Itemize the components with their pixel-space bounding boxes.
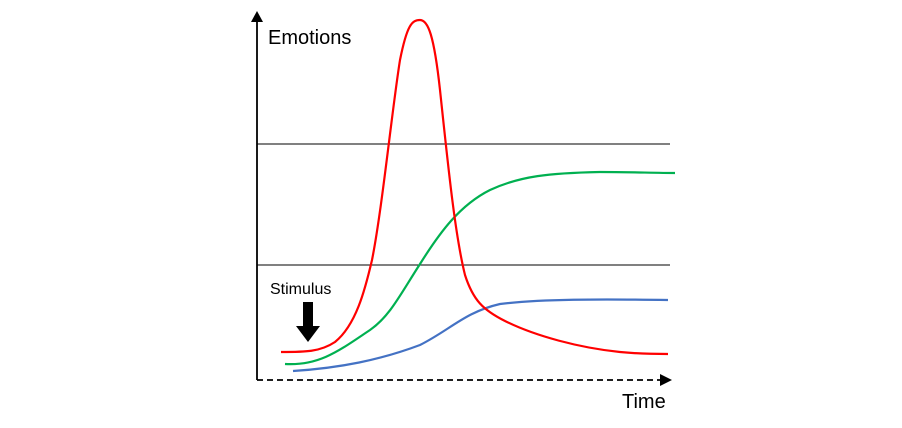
curve-blue [292, 298, 669, 373]
x-axis-label: Time [622, 391, 666, 413]
y-axis-label: Emotions [268, 27, 351, 49]
curve-red [280, 18, 669, 356]
curve-green [284, 170, 676, 366]
y-axis-arrowhead [251, 11, 263, 22]
x-axis-arrowhead [660, 374, 672, 386]
stimulus-arrow [296, 302, 320, 342]
stimulus-label: Stimulus [270, 281, 331, 298]
